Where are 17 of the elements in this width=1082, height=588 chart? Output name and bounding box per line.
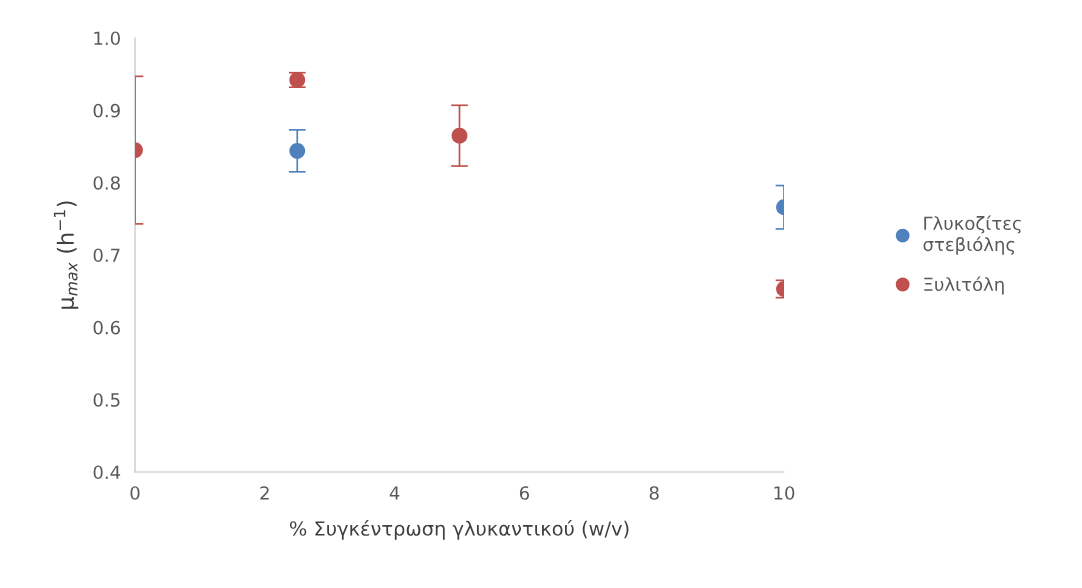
y-tick-label: 0.7 <box>93 248 120 263</box>
y-tick-label: 0.9 <box>93 103 120 118</box>
x-tick-label: 4 <box>389 486 400 500</box>
x-axis-title: % Συγκέντρωση γλυκαντικού (w/v) <box>289 520 629 540</box>
y-tick-label: 0.4 <box>93 465 121 480</box>
x-tick-label: 6 <box>519 486 530 500</box>
legend-label: Γλυκοζίτες στεβιόλης <box>923 215 1021 255</box>
y-tick-label: 0.6 <box>93 320 120 335</box>
x-tick-label: 0 <box>130 486 140 500</box>
y-tick-label: 1.0 <box>94 31 120 46</box>
x-tick-label: 10 <box>774 486 795 500</box>
legend-label: Ξυλιτόλη <box>924 276 1004 295</box>
x-tick-label: 2 <box>260 486 269 500</box>
x-tick-label: 8 <box>649 486 659 500</box>
y-axis-title: μ$_{max}$ (h$^{−1}$) <box>53 201 79 309</box>
y-tick-label: 0.5 <box>93 393 120 407</box>
y-tick-label: 0.8 <box>93 176 120 190</box>
